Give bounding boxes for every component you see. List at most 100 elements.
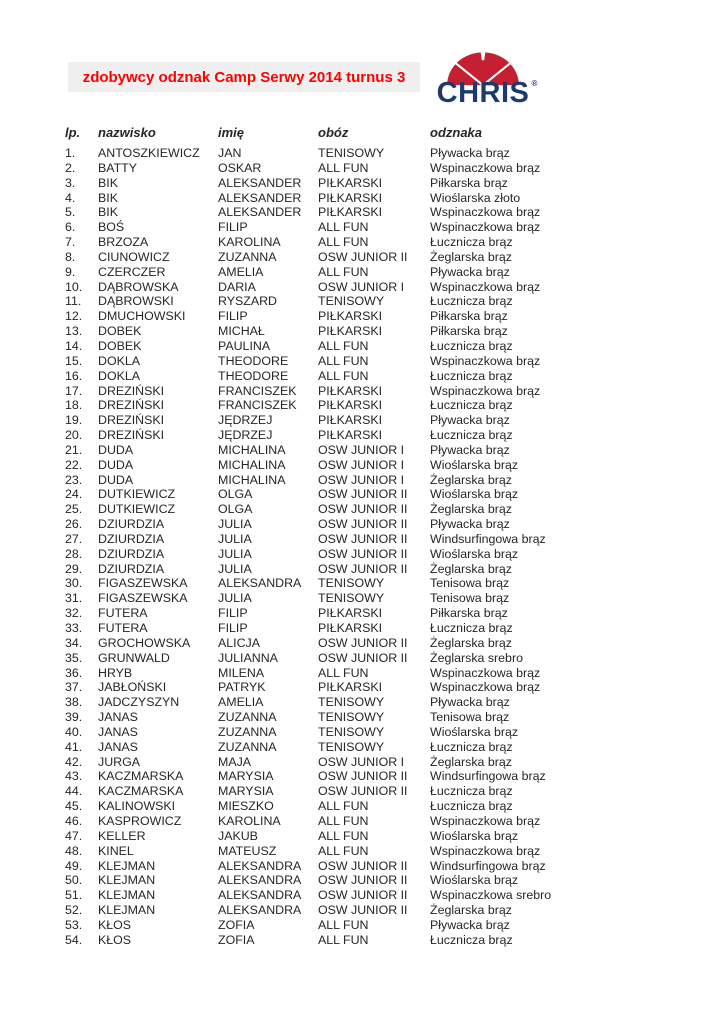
badge-name: Żeglarska brąz: [430, 502, 512, 517]
badge-name: Wioślarska brąz: [430, 724, 519, 739]
table-row: 17. DREZIŃSKI FRANCISZEK PIŁKARSKI Wspin…: [65, 384, 605, 399]
first-name: AMELIA: [218, 264, 264, 279]
last-name: DOBEK: [98, 324, 142, 339]
table-row: 44. KACZMARSKA MARYSIA OSW JUNIOR II Łuc…: [65, 784, 605, 799]
last-name: JANAS: [98, 739, 138, 754]
camp-name: ALL FUN: [318, 264, 369, 279]
table-row: 33. FUTERA FILIP PIŁKARSKI Łucznicza brą…: [65, 621, 605, 636]
row-number: 11.: [65, 294, 82, 309]
camp-name: PIŁKARSKI: [318, 621, 383, 635]
last-name: BIK: [98, 205, 118, 220]
last-name: BATTY: [98, 160, 138, 175]
table-row: 35. GRUNWALD JULIANNA OSW JUNIOR II Żegl…: [65, 651, 605, 666]
row-number: 46.: [65, 813, 83, 828]
camp-name: OSW JUNIOR II: [318, 635, 408, 650]
last-name: FIGASZEWSKA: [98, 576, 188, 591]
last-name: KASPROWICZ: [98, 813, 182, 828]
badge-name: Pływacka brąz: [430, 413, 510, 428]
table-row: 13. DOBEK MICHAŁ PIŁKARSKI Piłkarska brą…: [65, 324, 605, 339]
camp-name: ALL FUN: [318, 828, 369, 843]
row-number: 12.: [65, 309, 83, 324]
first-name: KAROLINA: [218, 235, 281, 250]
last-name: DUDA: [98, 457, 134, 472]
badge-name: Wspinaczkowa brąz: [430, 813, 541, 828]
last-name: KŁOS: [98, 932, 132, 947]
badge-name: Wspinaczkowa brąz: [430, 205, 541, 220]
last-name: JABŁOŃSKI: [98, 680, 167, 695]
camp-name: ALL FUN: [318, 813, 369, 828]
row-number: 7.: [65, 235, 76, 250]
badge-name: Pływacka brąz: [430, 264, 510, 279]
table-row: 43. KACZMARSKA MARYSIA OSW JUNIOR II Win…: [65, 769, 605, 784]
row-number: 33.: [65, 621, 83, 635]
row-number: 6.: [65, 220, 76, 235]
row-number: 1.: [65, 146, 76, 160]
badge-name: Wspinaczkowa brąz: [430, 353, 541, 368]
camp-name: TENISOWY: [318, 294, 385, 309]
row-number: 51.: [65, 888, 83, 903]
first-name: MIESZKO: [218, 799, 274, 814]
first-name: MATEUSZ: [218, 843, 277, 858]
first-name: PAULINA: [218, 338, 271, 353]
badge-table: lp. nazwisko imię obóz odznaka 1. ANTOSZ…: [65, 125, 605, 948]
first-name: KAROLINA: [218, 813, 281, 828]
row-number: 16.: [65, 368, 83, 383]
badge-name: Wioślarska złoto: [430, 190, 521, 205]
badge-name: Piłkarska brąz: [430, 606, 508, 621]
row-number: 26.: [65, 517, 83, 532]
badge-name: Łucznicza brąz: [430, 294, 513, 309]
badge-name: Żeglarska brąz: [430, 561, 512, 576]
last-name: DREZIŃSKI: [98, 398, 165, 413]
table-row: 3. BIK ALEKSANDER PIŁKARSKI Piłkarska br…: [65, 176, 605, 191]
last-name: DUDA: [98, 442, 134, 457]
first-name: ALEKSANDRA: [218, 903, 302, 918]
table-row: 42. JURGA MAJA OSW JUNIOR I Żeglarska br…: [65, 755, 605, 770]
table-row: 9. CZERCZER AMELIA ALL FUN Pływacka brąz: [65, 265, 605, 280]
table-row: 30. FIGASZEWSKA ALEKSANDRA TENISOWY Teni…: [65, 576, 605, 591]
first-name: FILIP: [218, 220, 248, 235]
table-row: 51. KLEJMAN ALEKSANDRA OSW JUNIOR II Wsp…: [65, 888, 605, 903]
camp-name: TENISOWY: [318, 695, 385, 710]
table-row: 20. DREZIŃSKI JĘDRZEJ PIŁKARSKI Łucznicz…: [65, 428, 605, 443]
badge-name: Tenisowa brąz: [430, 710, 510, 725]
camp-name: ALL FUN: [318, 932, 369, 947]
camp-name: ALL FUN: [318, 160, 369, 175]
table-row: 15. DOKLA THEODORE ALL FUN Wspinaczkowa …: [65, 354, 605, 369]
badge-name: Żeglarska srebro: [430, 650, 523, 665]
first-name: OLGA: [218, 502, 253, 517]
last-name: DZIURDZIA: [98, 561, 165, 576]
last-name: HRYB: [98, 665, 133, 680]
table-row: 27. DZIURDZIA JULIA OSW JUNIOR II Windsu…: [65, 532, 605, 547]
camp-name: ALL FUN: [318, 799, 369, 814]
first-name: ZOFIA: [218, 932, 255, 947]
first-name: ZOFIA: [218, 917, 255, 932]
camp-name: TENISOWY: [318, 710, 385, 725]
row-number: 54.: [65, 932, 83, 947]
first-name: ALEKSANDER: [218, 205, 302, 220]
camp-name: OSW JUNIOR I: [318, 442, 405, 457]
first-name: ZUZANNA: [218, 724, 277, 739]
badge-name: Żeglarska brąz: [430, 903, 512, 918]
last-name: DOKLA: [98, 368, 141, 383]
camp-name: PIŁKARSKI: [318, 428, 383, 443]
badge-name: Wioślarska brąz: [430, 873, 519, 888]
last-name: DUTKIEWICZ: [98, 487, 176, 502]
badge-name: Żeglarska brąz: [430, 754, 512, 769]
badge-name: Wspinaczkowa brąz: [430, 843, 541, 858]
page-title: zdobywcy odznak Camp Serwy 2014 turnus 3: [82, 68, 406, 86]
camp-name: OSW JUNIOR II: [318, 561, 408, 576]
last-name: DREZIŃSKI: [98, 413, 165, 428]
badge-name: Wspinaczkowa brąz: [430, 383, 541, 398]
camp-name: OSW JUNIOR II: [318, 502, 408, 517]
first-name: JĘDRZEJ: [218, 428, 273, 443]
last-name: FUTERA: [98, 621, 148, 635]
camp-name: ALL FUN: [318, 353, 369, 368]
first-name: ALEKSANDRA: [218, 888, 302, 903]
camp-name: OSW JUNIOR II: [318, 888, 408, 903]
camp-name: OSW JUNIOR I: [318, 279, 405, 294]
last-name: JANAS: [98, 724, 138, 739]
table-row: 47. KELLER JAKUB ALL FUN Wioślarska brąz: [65, 829, 605, 844]
table-row: 2. BATTY OSKAR ALL FUN Wspinaczkowa brąz: [65, 161, 605, 176]
row-number: 27.: [65, 531, 83, 546]
table-row: 6. BOŚ FILIP ALL FUN Wspinaczkowa brąz: [65, 220, 605, 235]
